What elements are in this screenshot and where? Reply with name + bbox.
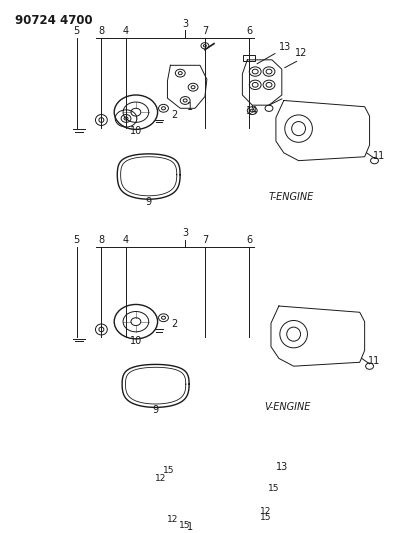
Text: 2: 2	[172, 319, 177, 329]
Text: 15: 15	[179, 521, 191, 530]
Text: 8: 8	[98, 26, 104, 36]
Text: 12: 12	[295, 49, 307, 58]
Text: 4: 4	[123, 235, 129, 245]
Text: 1: 1	[187, 102, 193, 112]
Text: 13: 13	[279, 42, 291, 52]
Text: 5: 5	[73, 235, 80, 245]
Text: 5: 5	[73, 26, 80, 36]
Text: V-ENGINE: V-ENGINE	[264, 401, 310, 411]
Text: 9: 9	[152, 405, 159, 415]
Text: 8: 8	[98, 235, 104, 245]
Text: 15: 15	[163, 466, 174, 475]
Text: 11: 11	[368, 356, 380, 366]
Text: 12: 12	[260, 507, 272, 516]
Text: 4: 4	[123, 26, 129, 36]
Text: 3: 3	[182, 19, 188, 29]
Text: 7: 7	[202, 26, 208, 36]
Text: 1: 1	[187, 522, 193, 532]
Text: 7: 7	[202, 235, 208, 245]
Text: 13: 13	[276, 463, 288, 472]
Text: 3: 3	[182, 228, 188, 238]
Text: 14: 14	[246, 106, 258, 116]
Text: 11: 11	[372, 151, 385, 160]
Bar	[243, 55, 255, 61]
Text: 10: 10	[130, 126, 142, 136]
Text: 12: 12	[155, 474, 166, 483]
Text: 90724 4700: 90724 4700	[15, 14, 92, 27]
Bar	[243, 474, 255, 480]
Text: 10: 10	[130, 336, 142, 346]
Text: 2: 2	[172, 110, 177, 119]
Text: 6: 6	[246, 235, 252, 245]
Text: 12: 12	[167, 515, 178, 524]
Text: 9: 9	[146, 197, 152, 207]
Text: 15: 15	[268, 484, 279, 493]
Text: 15: 15	[260, 513, 272, 522]
Text: T-ENGINE: T-ENGINE	[269, 192, 314, 202]
Text: 6: 6	[246, 26, 252, 36]
